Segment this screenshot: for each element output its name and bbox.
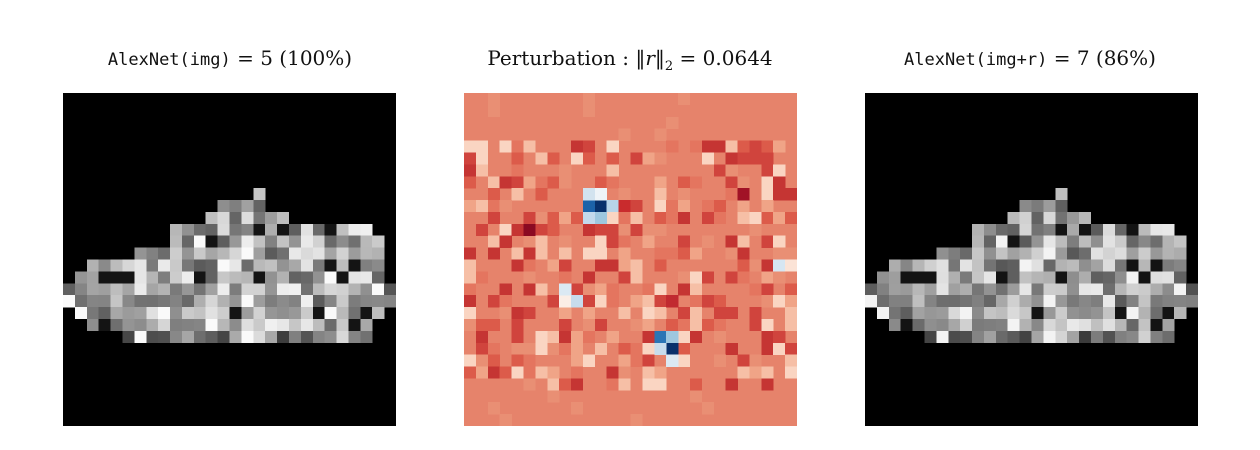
panel-original-title: AlexNet(img) = 5 (100%) (30, 44, 430, 74)
panel-adversarial: AlexNet(img+r) = 7 (86%) (830, 0, 1230, 450)
confidence-value: (100%) (279, 46, 353, 70)
adversarial-image (865, 93, 1198, 426)
perturbation-value: 0.0644 (702, 46, 773, 70)
adversarial-image-grid (865, 93, 1198, 426)
predicted-class: 7 (1076, 46, 1090, 70)
perturbation-heatmap (464, 93, 797, 426)
model-call-label: AlexNet(img) (107, 50, 231, 70)
perturbation-label: Perturbation (487, 46, 616, 70)
panel-perturbation-title: Perturbation : ‖r‖2 = 0.0644 (430, 44, 830, 81)
perturbation-image (464, 93, 797, 426)
predicted-class: 5 (260, 46, 273, 70)
equals-sign: = (679, 46, 697, 70)
equals-sign: = (237, 46, 254, 70)
panel-adversarial-title: AlexNet(img+r) = 7 (86%) (830, 44, 1230, 74)
model-call-label: AlexNet(img+r) (904, 50, 1048, 70)
original-image-grid (63, 93, 396, 426)
equals-sign: = (1053, 46, 1071, 70)
original-image (63, 93, 396, 426)
norm-subscript: 2 (664, 59, 674, 74)
norm-variable: r (645, 46, 655, 70)
norm-open: ‖ (635, 46, 646, 70)
norm-close: ‖ (654, 46, 665, 70)
confidence-value: (86%) (1095, 46, 1156, 70)
panel-perturbation: Perturbation : ‖r‖2 = 0.0644 (430, 0, 830, 450)
panel-original: AlexNet(img) = 5 (100%) (30, 0, 430, 450)
colon: : (622, 46, 629, 70)
